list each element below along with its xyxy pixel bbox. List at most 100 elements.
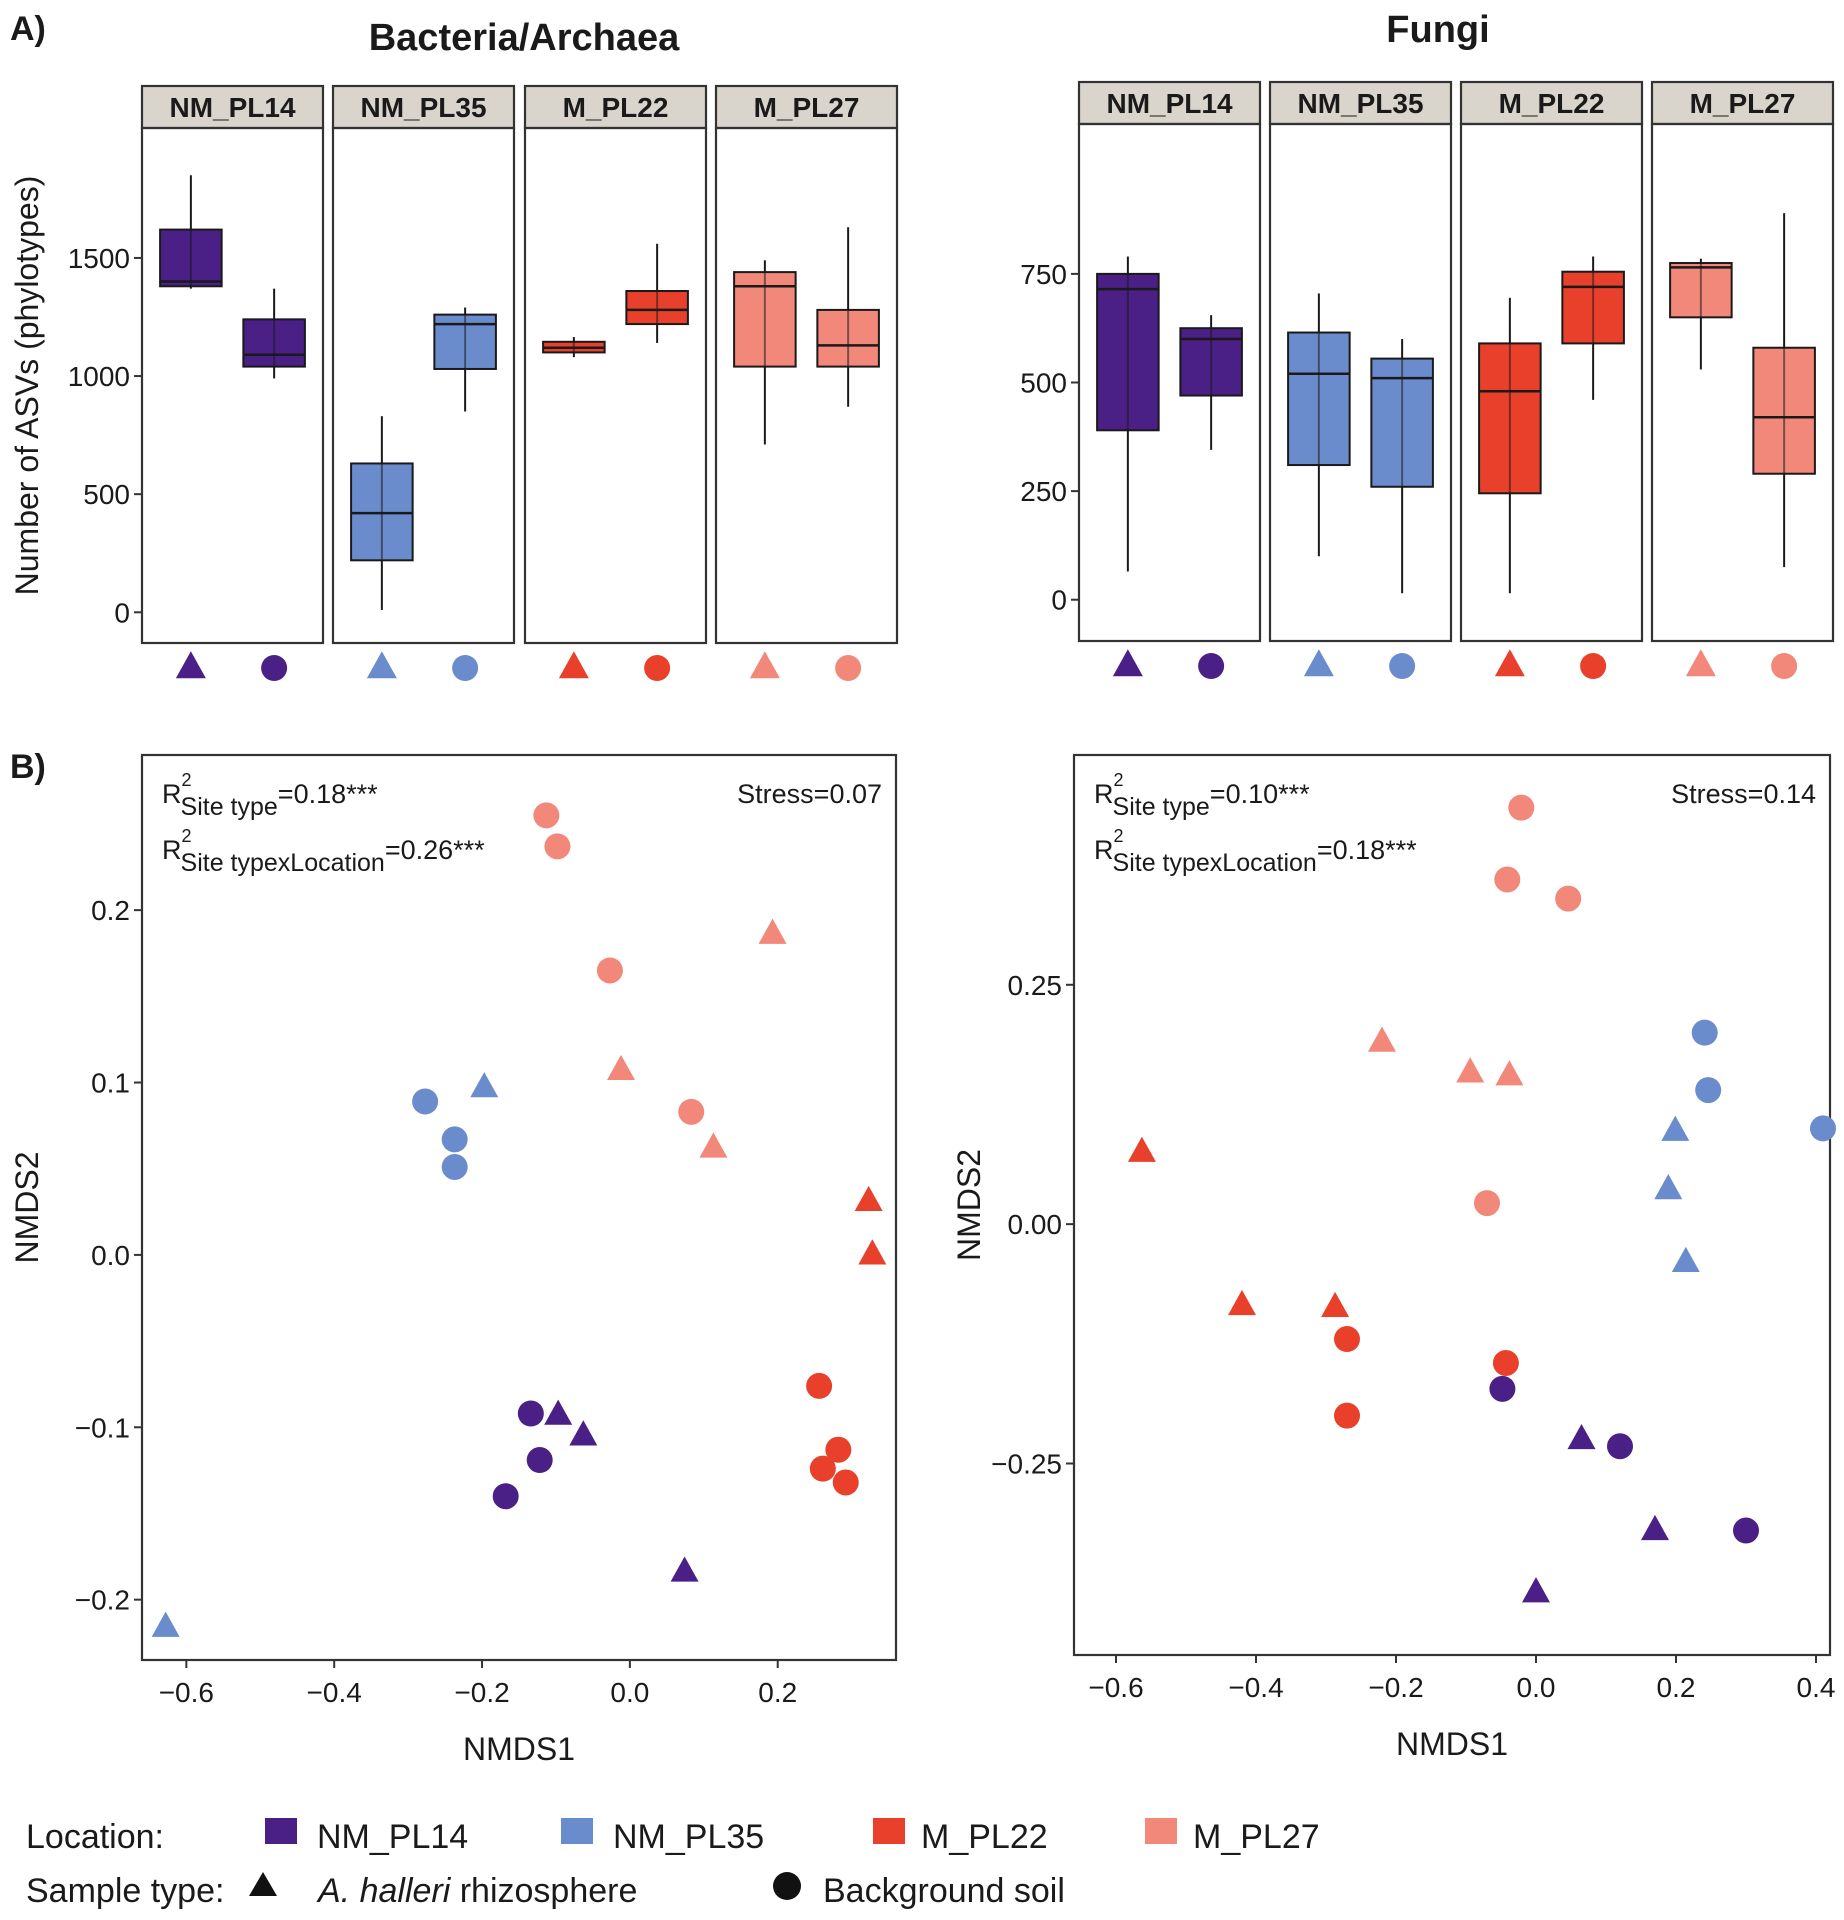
x-tick-label: −0.6 [1088,1672,1143,1703]
y-tick-label: 1500 [68,243,130,274]
point-nm-pl35-circle [1695,1077,1722,1104]
x-tick-triangle-icon [749,651,780,679]
legend-rhizosphere-rest: rhizosphere [450,1872,637,1910]
r2-site-type-value: =0.10*** [1210,779,1310,809]
point-nm-pl35-circle [1810,1115,1836,1142]
legend-label-nm-pl14: NM_PL14 [317,1818,468,1856]
point-m-pl22-triangle [858,1239,887,1265]
y-tick-label: 0 [114,597,130,628]
point-nm-pl35-circle [441,1153,468,1180]
point-nm-pl35-triangle [151,1611,180,1637]
point-nm-pl14-circle [1733,1517,1759,1544]
facet-panel-m-pl27 [714,126,899,645]
legend-swatch-nm-pl35 [561,1818,593,1844]
y-tick-label: 500 [1020,368,1067,399]
x-tick-label: −0.6 [159,1677,214,1708]
point-m-pl27-circle [544,833,571,860]
panel-a-label: A) [10,10,46,48]
y-tick-label: 0 [1051,585,1067,616]
point-m-pl27-circle [1508,794,1535,821]
y-tick-label: −0.25 [991,1449,1062,1480]
stress-label: Stress=0.14 [1671,779,1816,809]
r2-site-type-location: R2 Site typexLocation=0.18*** [1094,826,1417,877]
facet-label-m-pl22: M_PL22 [563,92,669,123]
y-tick-label: 500 [83,479,130,510]
facet-strip-m-pl22 [1459,80,1644,126]
x-tick-triangle-icon [1494,649,1525,677]
y-tick-label: 1000 [68,361,130,392]
y-tick-label: 250 [1020,476,1067,507]
x-tick-triangle-icon [1685,649,1716,677]
facet-label-m-pl27: M_PL27 [754,92,860,123]
facet-label-m-pl22: M_PL22 [1499,88,1605,119]
facet-label-m-pl27: M_PL27 [1690,88,1796,119]
y-tick-label: 0.1 [91,1068,130,1099]
legend-triangle-icon [249,1872,277,1896]
y-tick-label: 0.2 [91,895,130,926]
facet-panel-m-pl22 [523,126,708,645]
x-tick-label: −0.4 [1228,1672,1283,1703]
legend-label-m-pl22: M_PL22 [921,1818,1048,1856]
x-tick-circle-icon [835,655,862,681]
y-tick-label: −0.2 [75,1585,130,1616]
point-nm-pl35-circle [441,1126,468,1153]
point-m-pl27-circle [533,802,560,829]
facet-strip-nm-pl14 [140,84,325,130]
r2-site-type: R2 Site type=0.18*** [162,770,378,821]
x-tick-triangle-icon [558,651,589,679]
x-tick-label: −0.2 [1368,1672,1423,1703]
point-nm-pl14-triangle [544,1399,573,1425]
r2-site-type-base: R [162,779,182,809]
r2-site-type-location-sub: Site typexLocation [181,849,385,877]
point-nm-pl14-circle [517,1400,544,1427]
point-nm-pl14-triangle [1641,1514,1669,1541]
facet-panel-nm-pl35 [1268,122,1453,643]
legend-label-nm-pl35: NM_PL35 [613,1818,764,1856]
legend-swatch-nm-pl14 [265,1818,297,1844]
legend-swatch-m-pl22 [873,1818,905,1844]
point-nm-pl35-triangle [1661,1115,1690,1141]
point-m-pl27-circle [1555,885,1582,912]
point-nm-pl35-circle [1691,1019,1718,1046]
r2-site-type: R2 Site type=0.10*** [1094,770,1310,821]
x-tick-circle-icon [644,655,671,681]
point-nm-pl14-triangle [569,1420,598,1446]
r2-site-type-sup: 2 [1114,770,1124,790]
facet-label-nm-pl14: NM_PL14 [1106,88,1232,119]
x-axis-title: NMDS1 [463,1731,575,1767]
point-m-pl27-circle [678,1098,705,1125]
y-tick-label: 0.00 [1008,1209,1063,1240]
point-nm-pl14-circle [526,1447,553,1474]
x-axis-title: NMDS1 [1396,1726,1508,1762]
point-nm-pl14-circle [1607,1433,1633,1460]
plot-title: Fungi [1386,9,1489,51]
x-tick-label: −0.2 [454,1677,509,1708]
r2-site-type-location-base: R [1094,835,1114,865]
r2-site-type-location-sup: 2 [1114,826,1124,846]
point-m-pl22-triangle [1321,1291,1350,1318]
r2-site-type-location-value: =0.26*** [385,835,485,865]
x-tick-circle-icon [1580,653,1607,679]
point-m-pl27-triangle [1456,1057,1485,1083]
x-tick-circle-icon [1198,653,1225,679]
x-tick-triangle-icon [1303,649,1334,677]
r2-site-type-sub: Site type [1113,793,1210,821]
nmds-plot-bacteria: −0.6 −0.4 −0.2 0.0 0.2 −0.2 −0.1 0.0 0.1 0.2 NMDS1… [9,753,898,1767]
point-m-pl27-triangle [1495,1060,1524,1086]
x-tick-label: 0.2 [758,1677,797,1708]
r2-site-type-location-sub: Site typexLocation [1113,849,1317,877]
y-axis-title: NMDS2 [951,1149,987,1261]
x-tick-label: −0.4 [307,1677,362,1708]
facet-label-nm-pl35: NM_PL35 [360,92,486,123]
x-tick-circle-icon [452,655,479,681]
legend-label-m-pl27: M_PL27 [1193,1818,1320,1856]
facet-panel-nm-pl35 [331,126,516,645]
x-tick-circle-icon [1389,653,1416,679]
legend-rhizosphere-italic: A. halleri [316,1872,452,1910]
legend-rhizosphere-label: A. halleri rhizosphere [316,1872,637,1910]
x-tick-label: 0.2 [1657,1672,1696,1703]
point-nm-pl14-triangle [1522,1577,1550,1603]
point-m-pl22-circle [1334,1326,1360,1353]
point-m-pl27-circle [1474,1190,1500,1217]
point-m-pl22-triangle [854,1185,883,1212]
